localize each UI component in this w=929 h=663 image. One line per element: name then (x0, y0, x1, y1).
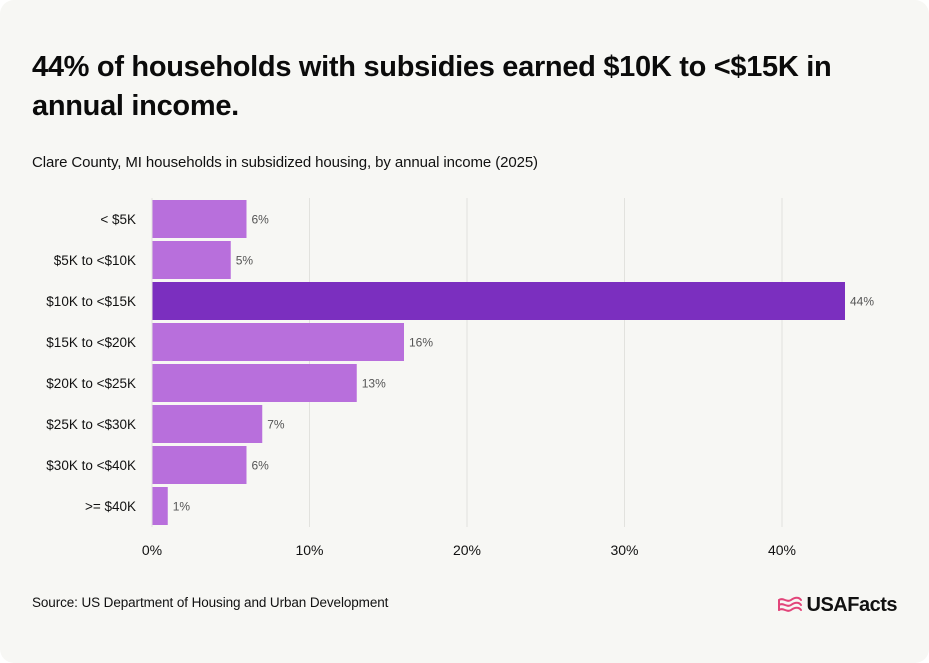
chart-title: 44% of households with subsidies earned … (32, 51, 832, 122)
bar (152, 487, 168, 525)
category-label: $20K to <$25K (46, 376, 136, 391)
usa-flag-icon (777, 596, 802, 612)
chart-subtitle: Clare County, MI households in subsidize… (32, 154, 538, 171)
category-label: < $5K (100, 212, 136, 227)
value-label: 5% (236, 254, 254, 268)
x-tick-label: 0% (142, 542, 162, 558)
value-label: 7% (267, 418, 285, 432)
x-tick-label: 20% (453, 542, 481, 558)
value-label: 6% (252, 459, 270, 473)
value-label: 16% (409, 336, 433, 350)
bar (152, 241, 231, 279)
bar (152, 446, 247, 484)
value-label: 13% (362, 377, 386, 391)
category-label: $10K to <$15K (46, 294, 136, 309)
category-label: $15K to <$20K (46, 335, 136, 350)
x-tick-label: 40% (768, 542, 796, 558)
bar (152, 200, 247, 238)
brand-name: USAFacts (806, 593, 898, 616)
category-label: $5K to <$10K (54, 253, 136, 268)
x-tick-label: 10% (295, 542, 323, 558)
value-label: 44% (850, 295, 874, 309)
brand-logo[interactable]: USAFacts (777, 590, 898, 620)
value-label: 6% (252, 213, 270, 227)
category-label: >= $40K (85, 499, 136, 514)
bar (152, 364, 357, 402)
category-label: $25K to <$30K (46, 417, 136, 432)
value-label: 1% (173, 500, 191, 514)
bar (152, 323, 404, 361)
category-label: $30K to <$40K (46, 458, 136, 473)
bar (152, 282, 845, 320)
x-tick-label: 30% (610, 542, 638, 558)
source-note: Source: US Department of Housing and Urb… (32, 595, 389, 610)
bar (152, 405, 263, 443)
